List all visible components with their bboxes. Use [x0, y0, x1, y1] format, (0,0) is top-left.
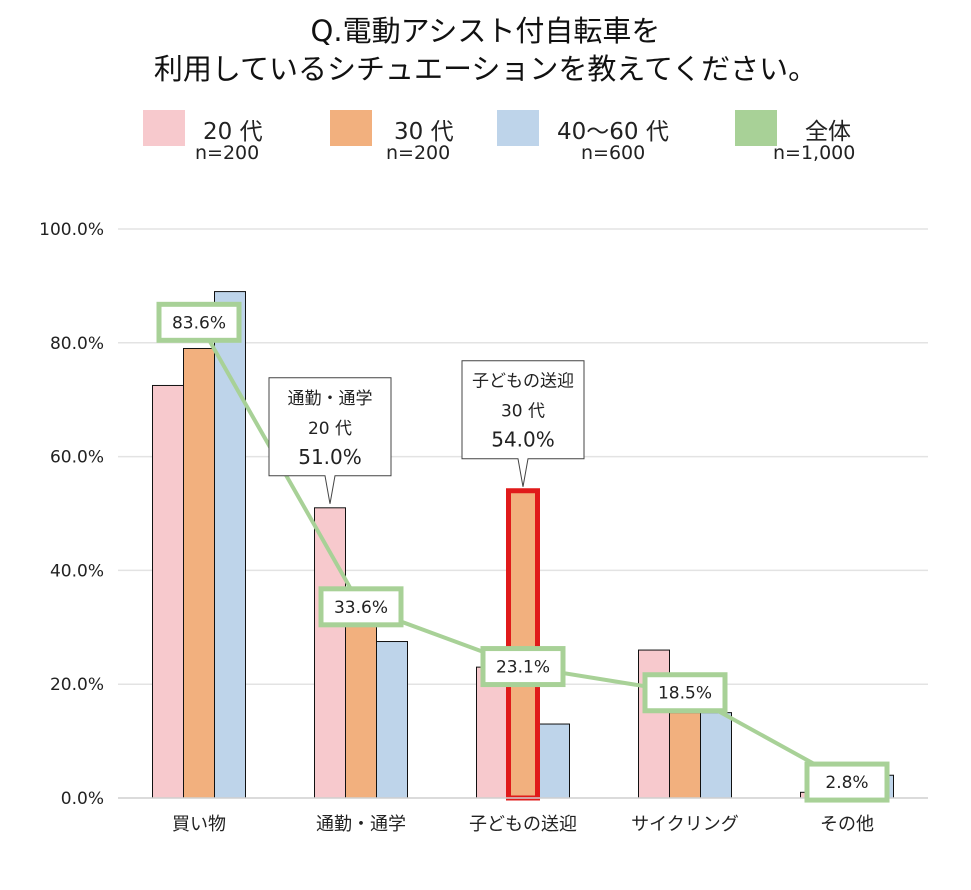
y-tick-label: 20.0% — [50, 675, 104, 695]
x-category-label: サイクリング — [631, 814, 739, 835]
legend-label-20s: 20 代 — [203, 119, 263, 145]
bar — [183, 347, 215, 799]
legend-swatch-30s — [330, 110, 372, 146]
overall-label-box — [318, 586, 404, 628]
bar — [376, 641, 408, 799]
overall-label-text: 33.6% — [334, 598, 388, 618]
callout: 子どもの送迎 30 代 54.0% — [461, 360, 585, 487]
overall-label-text: 18.5% — [658, 684, 712, 704]
legend-swatch-overall — [735, 110, 777, 146]
x-category-label: 買い物 — [172, 814, 226, 835]
overall-label-box — [642, 672, 728, 714]
chart-title-line-2: 利用しているシチュエーションを教えてください。 — [153, 52, 818, 86]
y-tick-label: 100.0% — [39, 220, 104, 240]
legend-n-30s: n=200 — [386, 142, 451, 164]
bar — [214, 291, 246, 799]
overall-label-text: 23.1% — [496, 658, 550, 678]
legend-label-overall: 全体 — [805, 119, 851, 145]
bar — [700, 712, 732, 799]
y-tick-label: 80.0% — [50, 334, 104, 354]
x-category-label: 子どもの送迎 — [469, 814, 577, 835]
callout-text: 54.0% — [491, 428, 555, 452]
legend-swatch-20s — [143, 110, 185, 146]
callout-text: 子どもの送迎 — [472, 372, 574, 392]
x-category-label: 通勤・通学 — [316, 814, 406, 835]
overall-value-label: 33.6% — [318, 586, 404, 628]
callout-text: 30 代 — [501, 402, 545, 422]
callout-box — [461, 360, 585, 487]
overall-value-label: 83.6% — [156, 301, 242, 343]
overall-label-text: 83.6% — [172, 313, 226, 333]
legend-swatch-40-60s — [497, 110, 539, 146]
callout-text: 51.0% — [298, 445, 362, 469]
bar — [345, 623, 377, 799]
overall-label-box — [156, 301, 242, 343]
callout: 通勤・通学 20 代 51.0% — [268, 377, 392, 504]
overall-label-text: 2.8% — [825, 773, 868, 793]
bar — [538, 723, 570, 799]
overall-value-label: 2.8% — [804, 761, 890, 803]
legend-label-40-60s: 40～60 代 — [557, 119, 669, 145]
legend-n-20s: n=200 — [195, 142, 260, 164]
callout-text: 通勤・通学 — [288, 389, 373, 409]
overall-label-box — [804, 761, 890, 803]
legend-n-overall: n=1,000 — [773, 142, 856, 164]
bar — [669, 712, 701, 799]
legend-n-40-60s: n=600 — [581, 142, 646, 164]
y-tick-label: 60.0% — [50, 448, 104, 468]
legend-label-30s: 30 代 — [394, 119, 454, 145]
callout-box — [268, 377, 392, 504]
callout-text: 20 代 — [308, 419, 352, 439]
bar — [507, 490, 539, 799]
overall-value-label: 23.1% — [480, 646, 566, 688]
x-category-label: その他 — [820, 814, 874, 835]
chart-title-line-1: Q.電動アシスト付自転車を — [310, 14, 661, 48]
overall-value-label: 18.5% — [642, 672, 728, 714]
bar — [152, 384, 184, 799]
y-tick-label: 40.0% — [50, 561, 104, 581]
y-tick-label: 0.0% — [61, 789, 104, 809]
overall-label-box — [480, 646, 566, 688]
